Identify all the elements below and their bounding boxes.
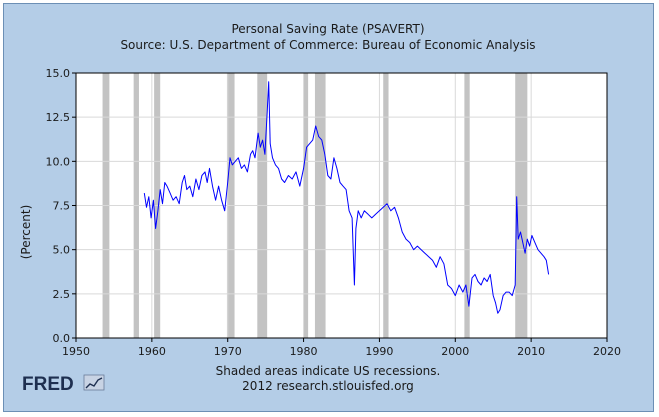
x-tick-label-7: 2020 [593, 345, 621, 358]
footer-source-note: 2012 research.stlouisfed.org [242, 379, 414, 393]
x-tick-label-4: 1990 [365, 345, 393, 358]
y-tick-label-6: 15.0 [46, 67, 71, 80]
fred-logo: FRED [22, 374, 105, 395]
y-tick-label-2: 5.0 [53, 244, 71, 257]
y-tick-label-1: 2.5 [53, 288, 71, 301]
x-tick-label-2: 1970 [214, 345, 242, 358]
series-group [143, 81, 550, 314]
y-axis-ticks: 0.0 2.5 5.0 7.5 10.0 12.5 15.0 [46, 67, 76, 345]
y-tick-label-4: 10.0 [46, 155, 71, 168]
x-tick-label-3: 1980 [290, 345, 318, 358]
y-tick-label-5: 12.5 [46, 111, 71, 124]
chart-subtitle: Source: U.S. Department of Commerce: Bur… [120, 38, 535, 52]
x-tick-label-0: 1950 [62, 345, 90, 358]
fred-logo-text: FRED [22, 374, 74, 395]
chart-title: Personal Saving Rate (PSAVERT) [231, 22, 424, 36]
x-tick-label-5: 2000 [441, 345, 469, 358]
series-line-0 [143, 81, 550, 314]
x-tick-label-6: 2010 [517, 345, 545, 358]
y-tick-label-3: 7.5 [53, 200, 71, 213]
footer-recession-note: Shaded areas indicate US recessions. [216, 364, 441, 378]
x-tick-label-1: 1960 [138, 345, 166, 358]
y-axis-label: (Percent) [19, 205, 33, 260]
x-axis-ticks: 1950 1960 1970 1980 1990 2000 2010 2020 [62, 338, 621, 358]
y-tick-label-0: 0.0 [53, 332, 71, 345]
fred-chart-icon [83, 374, 105, 391]
